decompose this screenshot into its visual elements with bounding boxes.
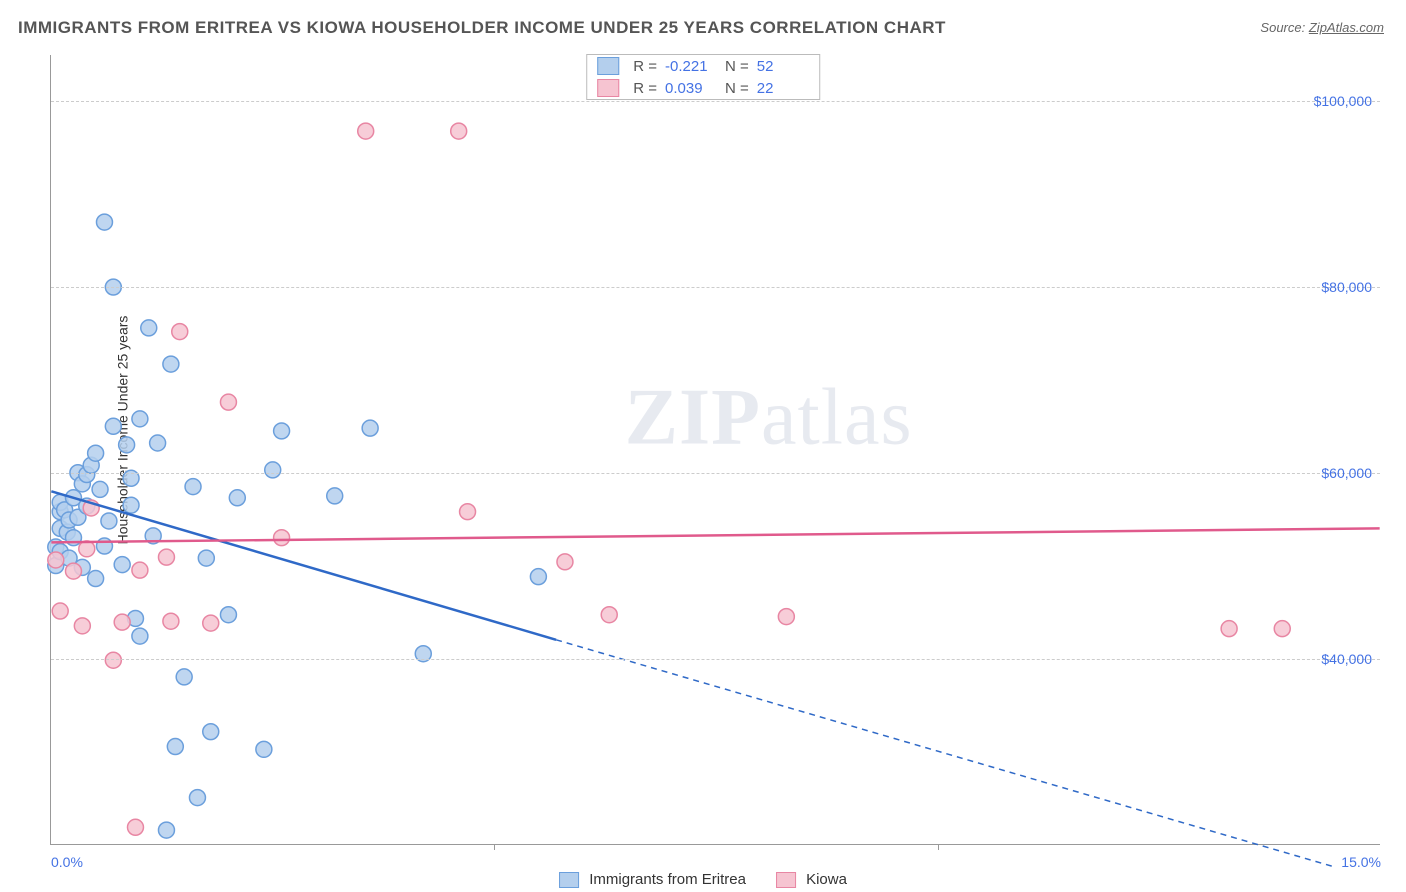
data-point: [265, 462, 281, 478]
legend-item-kiowa: Kiowa: [776, 871, 847, 888]
series-legend: Immigrants from Eritrea Kiowa: [559, 871, 847, 888]
legend-swatch-icon: [597, 57, 619, 75]
regression-line: [51, 528, 1379, 542]
legend-label-kiowa: Kiowa: [806, 871, 847, 888]
gridline: [51, 287, 1380, 288]
x-tick-mark: [938, 844, 939, 850]
regression-line-extrapolated: [556, 640, 1335, 867]
data-point: [132, 562, 148, 578]
data-point: [105, 652, 121, 668]
chart-svg: [51, 55, 1380, 844]
data-point: [451, 123, 467, 139]
plot-area: ZIPatlas $40,000$60,000$80,000$100,0000.…: [50, 55, 1380, 845]
data-point: [274, 530, 290, 546]
legend-r-value: 0.039: [665, 80, 717, 97]
data-point: [88, 445, 104, 461]
data-point: [163, 356, 179, 372]
data-point: [132, 411, 148, 427]
swatch-kiowa: [776, 872, 796, 888]
data-point: [52, 603, 68, 619]
source-attribution: Source: ZipAtlas.com: [1260, 20, 1384, 35]
data-point: [158, 549, 174, 565]
y-tick-label: $40,000: [1321, 651, 1372, 667]
legend-n-value: 22: [757, 80, 809, 97]
data-point: [778, 609, 794, 625]
data-point: [172, 324, 188, 340]
y-tick-label: $100,000: [1314, 93, 1372, 109]
data-point: [101, 513, 117, 529]
data-point: [220, 607, 236, 623]
y-tick-label: $80,000: [1321, 279, 1372, 295]
gridline: [51, 659, 1380, 660]
correlation-legend-row: R = -0.221 N = 52: [587, 55, 819, 77]
data-point: [557, 554, 573, 570]
legend-swatch-icon: [597, 79, 619, 97]
data-point: [189, 790, 205, 806]
data-point: [203, 724, 219, 740]
x-tick-label: 0.0%: [51, 854, 83, 870]
chart-container: IMMIGRANTS FROM ERITREA VS KIOWA HOUSEHO…: [0, 0, 1406, 892]
legend-n-label: N =: [725, 58, 749, 75]
data-point: [601, 607, 617, 623]
data-point: [48, 552, 64, 568]
data-point: [158, 822, 174, 838]
data-point: [198, 550, 214, 566]
data-point: [105, 418, 121, 434]
legend-n-label: N =: [725, 80, 749, 97]
data-point: [460, 504, 476, 520]
data-point: [65, 563, 81, 579]
data-point: [358, 123, 374, 139]
data-point: [256, 741, 272, 757]
correlation-legend: R = -0.221 N = 52 R = 0.039 N = 22: [586, 54, 820, 100]
data-point: [127, 819, 143, 835]
correlation-legend-row: R = 0.039 N = 22: [587, 77, 819, 99]
data-point: [1274, 621, 1290, 637]
legend-r-value: -0.221: [665, 58, 717, 75]
data-point: [132, 628, 148, 644]
source-label: Source:: [1260, 20, 1305, 35]
data-point: [176, 669, 192, 685]
data-point: [163, 613, 179, 629]
data-point: [123, 497, 139, 513]
source-link[interactable]: ZipAtlas.com: [1309, 20, 1384, 35]
data-point: [88, 571, 104, 587]
data-point: [114, 557, 130, 573]
data-point: [119, 437, 135, 453]
legend-label-eritrea: Immigrants from Eritrea: [589, 871, 746, 888]
data-point: [74, 618, 90, 634]
data-point: [220, 394, 236, 410]
data-point: [114, 614, 130, 630]
data-point: [327, 488, 343, 504]
legend-item-eritrea: Immigrants from Eritrea: [559, 871, 746, 888]
data-point: [141, 320, 157, 336]
data-point: [530, 569, 546, 585]
y-tick-label: $60,000: [1321, 465, 1372, 481]
gridline: [51, 473, 1380, 474]
x-tick-mark: [494, 844, 495, 850]
data-point: [185, 479, 201, 495]
x-tick-label: 15.0%: [1341, 854, 1381, 870]
data-point: [167, 739, 183, 755]
data-point: [274, 423, 290, 439]
legend-r-label: R =: [633, 80, 657, 97]
data-point: [1221, 621, 1237, 637]
legend-r-label: R =: [633, 58, 657, 75]
data-point: [362, 420, 378, 436]
chart-title: IMMIGRANTS FROM ERITREA VS KIOWA HOUSEHO…: [18, 18, 946, 38]
data-point: [96, 214, 112, 230]
data-point: [229, 490, 245, 506]
swatch-eritrea: [559, 872, 579, 888]
gridline: [51, 101, 1380, 102]
data-point: [150, 435, 166, 451]
data-point: [96, 538, 112, 554]
data-point: [203, 615, 219, 631]
data-point: [92, 481, 108, 497]
legend-n-value: 52: [757, 58, 809, 75]
